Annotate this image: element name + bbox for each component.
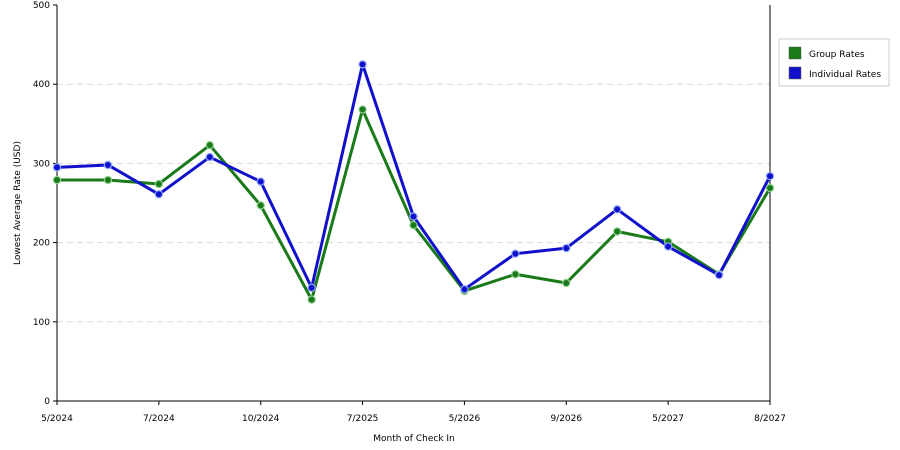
data-point [562, 278, 571, 288]
data-point [256, 201, 265, 210]
data-point [205, 152, 214, 162]
axes [56, 5, 771, 402]
series-lines [56, 62, 772, 302]
data-point [460, 285, 469, 294]
data-point [358, 105, 367, 114]
y-tick-label: 100 [33, 318, 50, 328]
data-point [409, 212, 418, 221]
data-point [103, 160, 113, 170]
data-point [358, 60, 367, 69]
data-point [154, 190, 164, 199]
data-point [307, 295, 316, 304]
data-point [765, 171, 775, 181]
x-tick-label: 5/2026 [449, 414, 481, 424]
x-tick-label: 7/2024 [143, 414, 175, 424]
x-tick-label: 8/2027 [754, 414, 786, 424]
data-point [52, 175, 62, 185]
series-points [52, 60, 775, 304]
legend-swatch-individual-rates [788, 66, 802, 80]
x-tick-label: 10/2024 [242, 414, 280, 424]
y-tick-label: 500 [33, 1, 50, 11]
series-line-0 [57, 108, 772, 302]
legend-swatch-group-rates [788, 46, 802, 60]
data-point [714, 270, 724, 280]
data-point [765, 183, 775, 193]
data-point [613, 205, 622, 214]
legend-label-individual-rates: Individual Rates [809, 70, 881, 80]
y-tick-label: 0 [44, 397, 50, 407]
legend: Group Rates Individual Rates [778, 38, 890, 87]
x-tick-label: 7/2025 [347, 414, 379, 424]
data-point [307, 283, 316, 292]
data-point [511, 270, 520, 279]
y-axis-title: Lowest Average Rate (USD) [13, 141, 23, 265]
series-line-1 [56, 62, 772, 291]
x-axis-title: Month of Check In [373, 434, 455, 444]
y-ticks: 0 100 200 300 400 500 [33, 1, 57, 407]
y-tick-label: 300 [33, 159, 50, 169]
data-point [663, 242, 673, 251]
data-point [205, 140, 214, 150]
legend-label-group-rates: Group Rates [809, 50, 865, 60]
data-point [409, 220, 418, 230]
data-point [154, 179, 164, 189]
y-tick-label: 400 [33, 80, 50, 90]
data-point [256, 177, 265, 186]
data-point [613, 227, 622, 236]
data-point [52, 163, 62, 172]
x-tick-label: 9/2026 [550, 414, 582, 424]
x-tick-label: 5/2024 [41, 414, 73, 424]
x-ticks: 5/2024 7/2024 10/2024 7/2025 5/2026 9/2026 5/2… [41, 401, 786, 424]
gridlines [57, 83, 770, 323]
x-tick-label: 5/2027 [652, 414, 684, 424]
data-point [562, 243, 571, 253]
data-point [511, 249, 520, 258]
y-tick-label: 200 [33, 239, 50, 249]
data-point [103, 175, 113, 185]
